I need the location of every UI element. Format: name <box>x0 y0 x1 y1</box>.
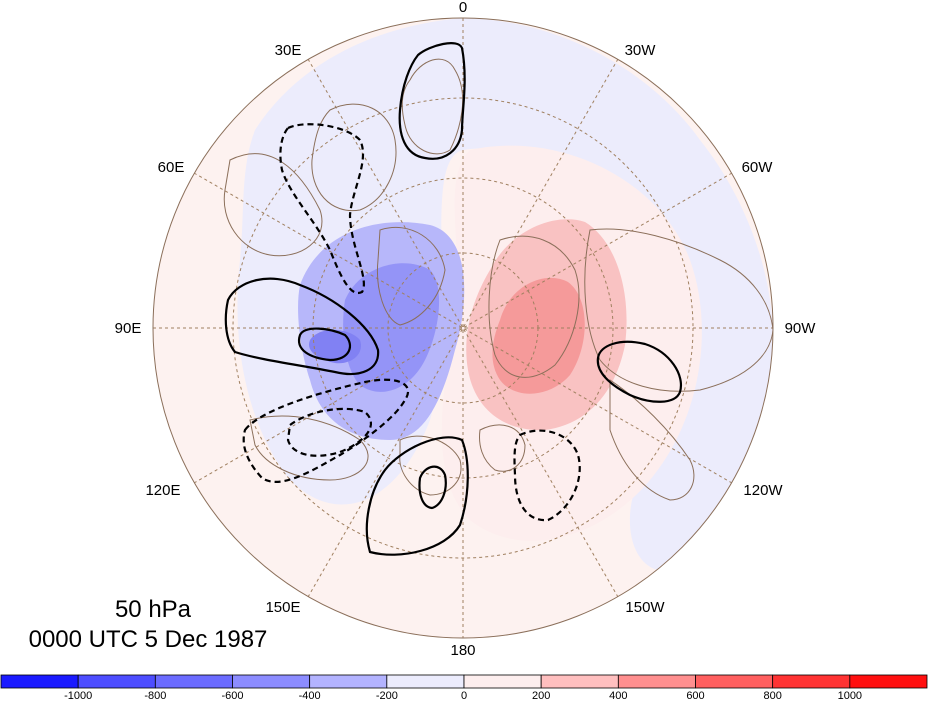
lon-label-60w: 60W <box>742 159 774 176</box>
colorbar-tick-label: -400 <box>299 690 321 702</box>
graticule <box>153 18 773 638</box>
lon-label-90e: 90E <box>115 320 142 337</box>
colorbar-swatch <box>463 674 542 689</box>
colorbar-tick-label: 1000 <box>838 690 862 702</box>
pressure-level: 50 hPa <box>115 596 192 623</box>
colorbar-swatch <box>386 674 465 689</box>
lon-label-120e: 120E <box>145 482 180 499</box>
longitude-labels: 0 30W 60W 90W 120W 150W 180 150E 120E 90… <box>115 0 817 659</box>
lon-label-60e: 60E <box>158 159 185 176</box>
colorbar-tick-label: -1000 <box>64 690 92 702</box>
lon-label-30e: 30E <box>275 42 302 59</box>
colorbar-swatch <box>0 674 79 689</box>
colorbar-swatch <box>154 674 233 689</box>
colorbar-swatch <box>772 674 851 689</box>
positive-contours <box>224 42 683 556</box>
lon-label-0: 0 <box>459 0 467 16</box>
negative-contours <box>242 123 581 522</box>
colorbar-swatch <box>695 674 774 689</box>
lon-label-90w: 90W <box>785 320 817 337</box>
colorbar-tick-label: 400 <box>609 690 627 702</box>
colorbar-tick-label: -800 <box>144 690 166 702</box>
colorbar-tick-label: -200 <box>376 690 398 702</box>
colorbar-tick-label: 800 <box>763 690 781 702</box>
colorbar-tick-label: 600 <box>686 690 704 702</box>
positive-anomaly-mid <box>492 277 585 394</box>
colorbar <box>0 674 928 689</box>
lon-label-180: 180 <box>450 642 475 659</box>
colorbar-swatch <box>617 674 696 689</box>
map-boundary <box>152 17 774 639</box>
colorbar-swatch <box>232 674 311 689</box>
lon-label-30w: 30W <box>625 42 657 59</box>
colorbar-tick-label: -600 <box>221 690 243 702</box>
colorbar-swatch <box>309 674 388 689</box>
colorbar-swatch <box>849 674 928 689</box>
valid-time: 0000 UTC 5 Dec 1987 <box>29 626 268 653</box>
lon-label-120w: 120W <box>743 482 783 499</box>
colorbar-labels: -1000 -800 -600 -400 -200 0 200 400 600 800 1000 <box>64 690 862 702</box>
colorbar-swatch <box>77 674 156 689</box>
colorbar-swatch <box>540 674 619 689</box>
colorbar-tick-label: 0 <box>461 690 467 702</box>
negative-anomaly-mid <box>343 263 440 392</box>
lon-label-150e: 150E <box>265 599 300 616</box>
colorbar-tick-label: 200 <box>532 690 550 702</box>
coastlines <box>223 58 773 501</box>
lon-label-150w: 150W <box>625 599 665 616</box>
